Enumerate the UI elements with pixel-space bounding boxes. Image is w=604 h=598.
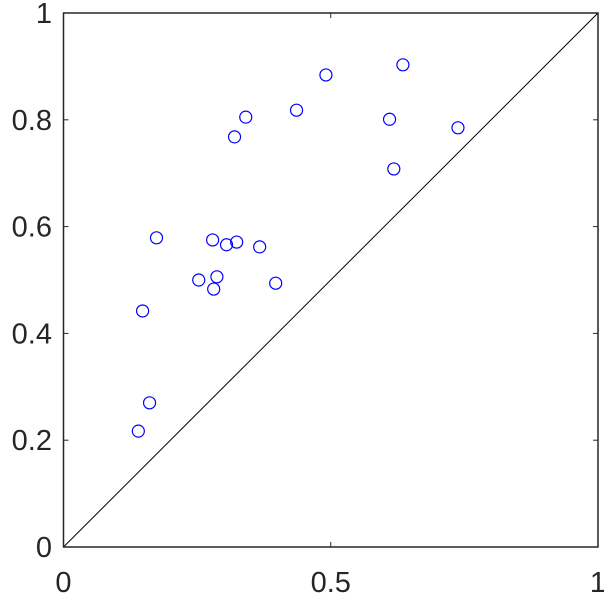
data-point	[387, 162, 401, 176]
y-tick-label: 0.4	[12, 318, 52, 350]
y-tick-label: 0.8	[12, 105, 52, 137]
data-point	[142, 396, 157, 410]
y-tick-label: 0	[36, 532, 52, 564]
data-point	[206, 233, 220, 247]
data-point	[239, 110, 253, 124]
data-point	[210, 270, 224, 284]
data-point	[219, 238, 234, 252]
y-tick-label: 0.2	[12, 425, 52, 457]
x-tick-label: 0.5	[311, 567, 351, 598]
data-point	[192, 273, 206, 287]
data-point	[319, 68, 333, 82]
data-point	[227, 130, 242, 144]
data-point	[207, 282, 221, 296]
data-point	[136, 304, 150, 318]
data-point	[230, 235, 244, 249]
x-tick-label: 1	[590, 567, 604, 598]
data-point	[382, 112, 397, 126]
data-point	[149, 231, 164, 245]
axes-box	[62, 12, 599, 548]
data-point	[396, 58, 410, 72]
data-point	[253, 240, 267, 254]
y-tick-label: 1	[36, 0, 52, 30]
data-point	[269, 276, 283, 290]
x-tick-label: 0	[55, 567, 71, 598]
data-point	[131, 424, 145, 438]
data-point	[451, 121, 465, 135]
y-tick-label: 0.6	[12, 212, 52, 244]
data-point	[289, 103, 304, 117]
reference-line-y-equals-x	[63, 12, 599, 548]
